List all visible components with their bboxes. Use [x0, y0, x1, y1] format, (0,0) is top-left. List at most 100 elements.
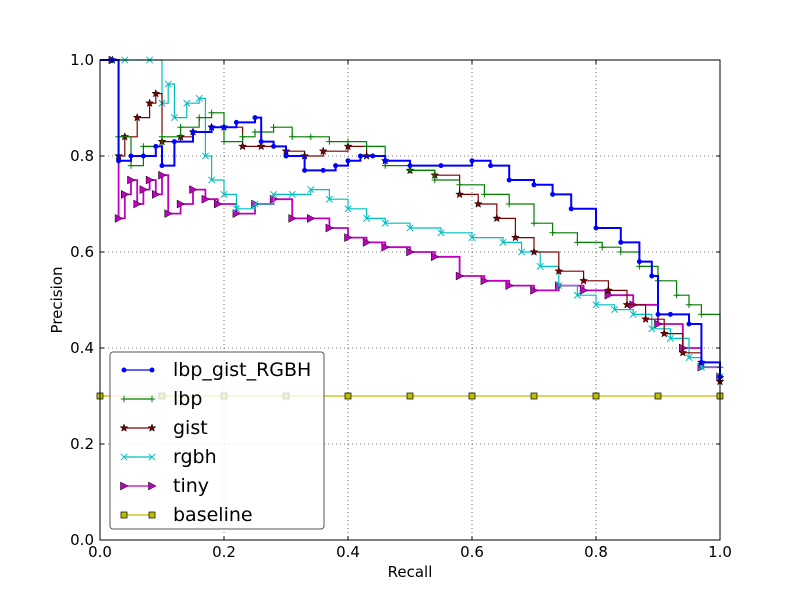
data-point [469, 158, 475, 164]
data-point [121, 189, 130, 199]
legend-entry: gist [119, 417, 208, 439]
data-point [573, 291, 581, 299]
data-point [127, 175, 136, 185]
data-point [344, 138, 352, 145]
series-line [100, 59, 721, 377]
data-point [345, 158, 351, 164]
series-rgbh [100, 56, 724, 381]
data-point [145, 175, 155, 185]
data-point [158, 133, 166, 140]
series-lbp [100, 56, 724, 371]
data-point [617, 248, 624, 256]
data-point [288, 213, 297, 223]
data-point [406, 392, 414, 400]
legend-box [109, 351, 325, 530]
data-point [431, 176, 438, 184]
x-axis-label: Recall [388, 563, 433, 581]
data-point [164, 209, 173, 219]
data-point [636, 259, 642, 265]
data-point [209, 124, 215, 130]
data-point [592, 301, 600, 309]
series-line [100, 59, 721, 377]
data-point [239, 133, 246, 140]
data-point [233, 119, 239, 125]
data-point [636, 263, 643, 270]
data-point [529, 247, 539, 256]
data-point [195, 94, 203, 102]
data-point [579, 276, 589, 285]
data-point [568, 206, 574, 212]
data-point [505, 281, 514, 291]
legend-entry: tiny [120, 475, 209, 497]
data-point [288, 190, 296, 198]
data-point [455, 189, 465, 199]
data-point [214, 199, 223, 209]
data-point [455, 271, 465, 281]
data-point [599, 244, 606, 251]
plot-frame [99, 59, 721, 541]
legend-entry: rgbh [120, 446, 217, 468]
series-tiny [100, 55, 725, 382]
x-tick-label: 0.8 [584, 543, 608, 561]
data-point [133, 199, 142, 209]
data-point [407, 163, 413, 169]
legend-marker [147, 423, 157, 432]
legend-label: lbp_gist_RGBH [173, 359, 311, 381]
data-point [289, 133, 296, 140]
data-point [307, 186, 315, 194]
data-point [208, 176, 216, 184]
data-point [506, 200, 513, 208]
series-line [100, 59, 721, 377]
data-point [152, 189, 161, 199]
data-point [344, 233, 353, 243]
data-point [654, 392, 662, 400]
data-point [302, 167, 308, 173]
x-tick-label: 0.4 [336, 543, 360, 561]
x-tick-label: 0.0 [88, 543, 112, 561]
legend-label: lbp [173, 388, 202, 410]
legend-entry: lbp_gist_RGBH [121, 359, 311, 381]
data-point [183, 99, 191, 107]
data-point [382, 158, 388, 164]
data-point [456, 181, 463, 188]
legend-label: tiny [173, 475, 209, 497]
series-layer [96, 55, 725, 400]
data-point [593, 225, 599, 231]
data-point [659, 328, 669, 338]
data-point [654, 319, 663, 329]
data-point [139, 185, 148, 195]
data-point [132, 112, 142, 122]
legend-marker [120, 395, 128, 403]
data-point [326, 138, 333, 145]
data-point [510, 232, 520, 242]
data-point [196, 114, 203, 121]
data-point [153, 143, 159, 149]
legend-entry: baseline [120, 504, 253, 526]
data-point [488, 163, 494, 169]
data-point [220, 138, 228, 145]
data-point [611, 306, 619, 314]
data-point [431, 252, 440, 262]
data-point [468, 392, 476, 400]
data-point [499, 238, 507, 246]
data-point [252, 115, 258, 121]
data-point [618, 239, 624, 245]
data-point [363, 143, 370, 150]
data-point [592, 392, 600, 400]
data-point [307, 213, 316, 223]
data-point [343, 141, 353, 151]
data-point [256, 141, 266, 151]
legend-marker [149, 367, 155, 373]
data-point [344, 205, 352, 213]
data-point [159, 163, 165, 169]
legend-entry: lbp [120, 388, 202, 410]
data-point [554, 266, 564, 276]
data-point [201, 152, 209, 160]
legend-label: gist [173, 417, 208, 439]
data-point [481, 191, 488, 198]
data-point [579, 285, 589, 295]
data-point [357, 153, 363, 159]
data-point [667, 311, 673, 317]
